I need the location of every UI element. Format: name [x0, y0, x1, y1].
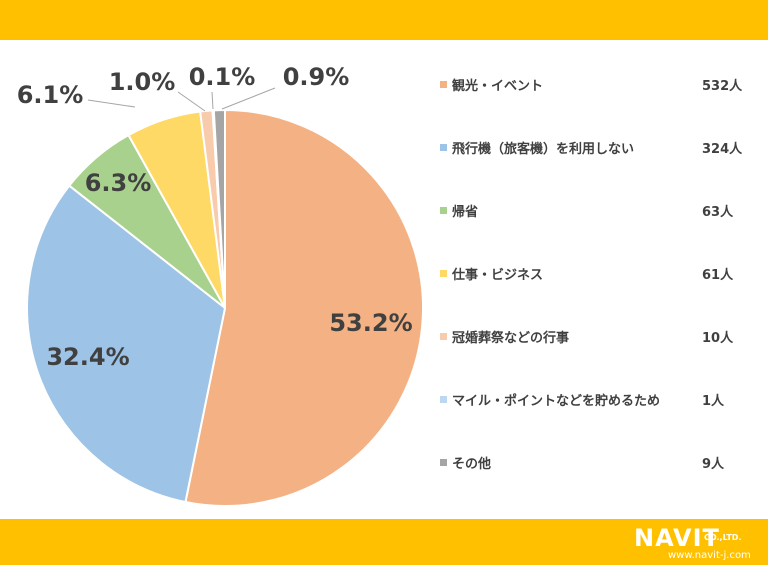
top-banner — [0, 0, 768, 40]
legend-swatch — [440, 395, 447, 403]
pie-chart: 53.2% 32.4% 6.3% 6.1% 1.0% 0.1% 0.9% — [17, 63, 424, 507]
company-logo: NAVIT CO.,LTD. www.navit-j.com — [634, 525, 764, 561]
data-label-slice-2: 32.4% — [46, 343, 129, 371]
legend-label: その他 — [452, 456, 492, 472]
legend-value: 61人 — [702, 267, 734, 283]
legend-swatch — [440, 458, 447, 466]
legend-value: 324人 — [702, 141, 743, 157]
legend-swatch — [440, 269, 447, 277]
data-label-slice-4: 6.1% — [17, 81, 84, 109]
legend-item: その他 9人 — [440, 448, 750, 476]
legend-swatch — [440, 206, 447, 214]
legend-value: 9人 — [702, 456, 725, 472]
legend-label: 帰省 — [452, 204, 479, 220]
legend-item: 観光・イベント 532人 — [440, 70, 750, 98]
bottom-banner — [0, 519, 768, 565]
legend-item: 冠婚葬祭などの行事 10人 — [440, 322, 750, 350]
data-label-slice-6: 0.1% — [189, 63, 256, 91]
legend-label: 仕事・ビジネス — [452, 267, 544, 283]
logo-suffix: CO.,LTD. — [704, 533, 742, 542]
leader-line-slice-5 — [177, 91, 206, 112]
legend-item: 仕事・ビジネス 61人 — [440, 259, 750, 287]
leader-line-slice-4 — [87, 99, 136, 108]
legend-swatch — [440, 80, 447, 88]
legend-item: 飛行機（旅客機）を利用しない 324人 — [440, 133, 750, 161]
legend-label: 冠婚葬祭などの行事 — [452, 330, 570, 346]
pie-slice-1 — [184, 108, 424, 507]
legend-swatch — [440, 332, 447, 340]
leader-line-slice-7 — [221, 87, 276, 110]
pie-slice-7 — [212, 108, 226, 309]
legend-value: 10人 — [702, 330, 734, 346]
data-label-slice-7: 0.9% — [283, 63, 350, 91]
legend-swatch — [440, 143, 447, 151]
data-label-slice-5: 1.0% — [109, 68, 176, 96]
legend-label: マイル・ポイントなどを貯めるため — [452, 393, 661, 409]
data-label-slice-3: 6.3% — [85, 169, 152, 197]
legend-item: 帰省 63人 — [440, 196, 750, 224]
legend-value: 63人 — [702, 204, 734, 220]
logo-brand: NAVIT — [634, 524, 720, 552]
legend-label: 観光・イベント — [452, 78, 544, 94]
legend-value: 532人 — [702, 78, 743, 94]
leader-line-slice-6 — [211, 91, 214, 110]
pie-slice-2 — [26, 184, 227, 504]
legend-item: マイル・ポイントなどを貯めるため 1人 — [440, 385, 750, 413]
logo-url: www.navit-j.com — [668, 550, 751, 561]
legend-value: 1人 — [702, 393, 725, 409]
data-label-slice-1: 53.2% — [329, 309, 412, 337]
legend-label: 飛行機（旅客機）を利用しない — [452, 141, 635, 157]
